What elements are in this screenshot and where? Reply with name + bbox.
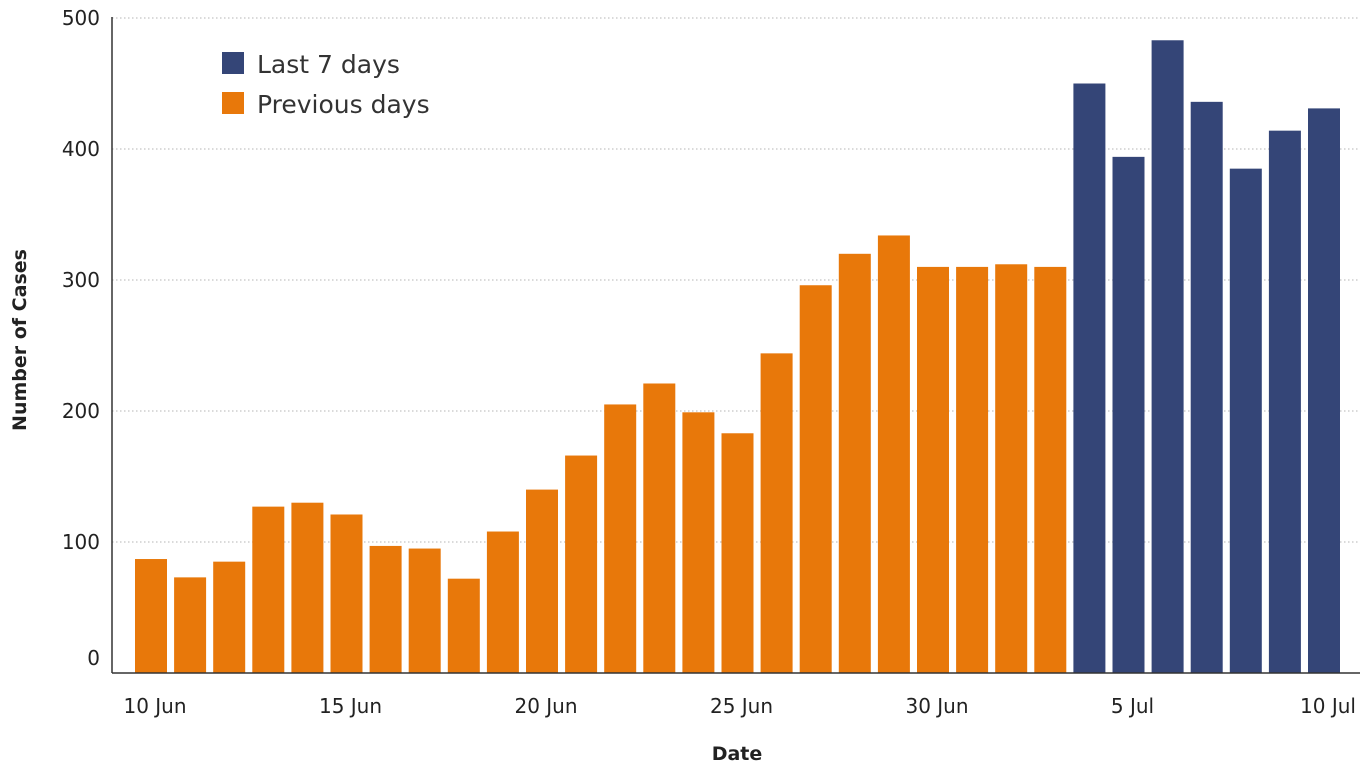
bars bbox=[135, 40, 1340, 674]
x-tick-label: 25 Jun bbox=[710, 694, 773, 718]
y-tick-label: 100 bbox=[62, 530, 100, 554]
bar bbox=[799, 285, 832, 673]
bar bbox=[1190, 101, 1223, 674]
x-tick-label: 10 Jul bbox=[1300, 694, 1356, 718]
bar bbox=[1112, 156, 1145, 674]
bar bbox=[721, 433, 754, 673]
legend-swatch bbox=[222, 92, 244, 114]
bar bbox=[838, 253, 871, 674]
bar bbox=[526, 489, 558, 673]
axes bbox=[111, 17, 1360, 674]
bar bbox=[760, 353, 793, 673]
y-tick-labels: 0 100 200 300 400 500 bbox=[62, 6, 100, 670]
bar bbox=[252, 506, 285, 673]
x-tick-label: 15 Jun bbox=[319, 694, 382, 718]
bar bbox=[1308, 108, 1340, 673]
legend-label: Last 7 days bbox=[257, 50, 400, 79]
y-tick-label: 400 bbox=[62, 137, 100, 161]
legend-swatch bbox=[222, 52, 244, 74]
bar bbox=[1268, 130, 1301, 673]
x-tick-label: 20 Jun bbox=[514, 694, 577, 718]
x-tick-labels: 10 Jun 15 Jun 20 Jun 25 Jun 30 Jun 5 Jul 10 Ju… bbox=[123, 694, 1356, 718]
bar bbox=[135, 559, 167, 673]
bar bbox=[408, 548, 441, 673]
bar bbox=[995, 264, 1028, 673]
bar bbox=[369, 545, 402, 673]
bar bbox=[917, 266, 949, 673]
bar bbox=[330, 514, 363, 673]
y-axis-title: Number of Cases bbox=[9, 249, 31, 431]
bar bbox=[604, 404, 637, 673]
bar bbox=[486, 531, 519, 673]
legend: Last 7 days Previous days bbox=[222, 50, 430, 119]
bar bbox=[877, 235, 910, 673]
x-tick-label: 5 Jul bbox=[1111, 694, 1154, 718]
bar bbox=[213, 561, 246, 673]
bar bbox=[1034, 266, 1067, 673]
bar bbox=[1151, 40, 1184, 673]
x-tick-label: 30 Jun bbox=[905, 694, 968, 718]
bar bbox=[682, 412, 715, 673]
bar bbox=[643, 383, 676, 673]
y-tick-label: 200 bbox=[62, 399, 100, 423]
y-tick-label: 500 bbox=[62, 6, 100, 30]
y-tick-label: 300 bbox=[62, 268, 100, 292]
legend-label: Previous days bbox=[257, 90, 430, 119]
bar bbox=[565, 455, 598, 673]
x-tick-label: 10 Jun bbox=[123, 694, 186, 718]
bar bbox=[291, 502, 324, 673]
bar bbox=[174, 577, 207, 673]
bar bbox=[447, 578, 480, 673]
bar bbox=[956, 266, 989, 673]
bar bbox=[1073, 83, 1106, 673]
y-tick-label: 0 bbox=[87, 646, 100, 670]
x-axis-title: Date bbox=[712, 743, 763, 763]
bar bbox=[1229, 168, 1262, 673]
